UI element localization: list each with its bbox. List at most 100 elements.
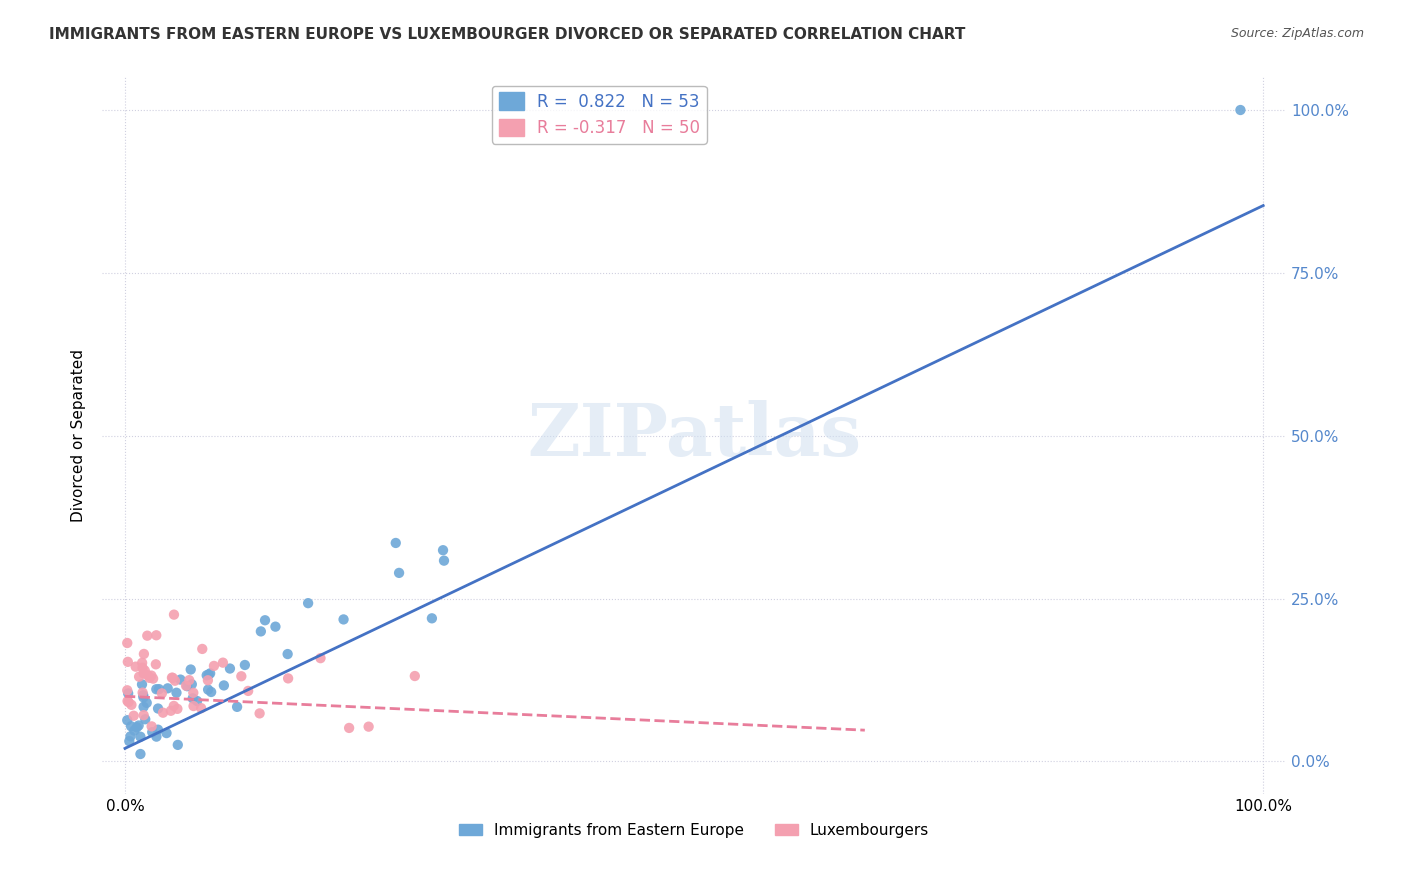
Point (146, 701, 169, 715)
Point (145, 657, 167, 672)
Point (226, 699, 249, 714)
Point (141, 725, 163, 739)
Point (132, 688, 155, 702)
Point (181, 686, 204, 700)
Point (136, 629, 159, 643)
Point (125, 720, 148, 734)
Point (138, 671, 160, 685)
Point (132, 699, 155, 714)
Point (148, 682, 170, 697)
Point (190, 701, 212, 715)
Point (122, 708, 145, 723)
Point (120, 730, 142, 744)
Point (129, 747, 152, 761)
Point (183, 699, 205, 714)
Point (129, 730, 152, 744)
Point (134, 664, 156, 678)
Point (156, 681, 179, 696)
Point (117, 694, 139, 708)
Point (197, 673, 219, 688)
Point (141, 668, 163, 682)
Point (236, 684, 259, 698)
Point (117, 713, 139, 727)
Point (231, 669, 253, 683)
Point (191, 642, 214, 657)
Point (249, 706, 271, 721)
Y-axis label: Divorced or Separated: Divorced or Separated (72, 350, 86, 522)
Point (131, 685, 153, 699)
Point (136, 668, 159, 682)
Point (212, 656, 235, 670)
Point (150, 686, 173, 700)
Text: Source: ZipAtlas.com: Source: ZipAtlas.com (1230, 27, 1364, 40)
Point (132, 708, 155, 723)
Point (145, 682, 167, 697)
Point (180, 663, 202, 677)
Point (163, 607, 186, 622)
Point (141, 719, 163, 733)
Point (142, 672, 165, 686)
Point (117, 686, 139, 700)
Point (117, 655, 139, 669)
Point (120, 719, 142, 733)
Point (277, 647, 299, 661)
Point (202, 659, 225, 673)
Point (357, 720, 380, 734)
Point (163, 698, 186, 713)
Point (131, 656, 153, 670)
Point (124, 659, 146, 673)
Point (200, 685, 222, 699)
Point (433, 554, 456, 568)
Point (186, 694, 208, 708)
Point (163, 673, 186, 688)
Point (166, 702, 188, 716)
Point (132, 647, 155, 661)
Point (174, 679, 197, 693)
Point (420, 611, 443, 625)
Point (332, 612, 354, 626)
Point (250, 624, 273, 639)
Point (132, 666, 155, 681)
Point (1229, 103, 1251, 117)
Point (195, 668, 218, 682)
Point (388, 566, 411, 580)
Point (179, 673, 201, 688)
Point (128, 718, 150, 732)
Point (146, 723, 169, 737)
Legend: Immigrants from Eastern Europe, Luxembourgers: Immigrants from Eastern Europe, Luxembou… (453, 816, 935, 844)
Point (145, 730, 167, 744)
Text: IMMIGRANTS FROM EASTERN EUROPE VS LUXEMBOURGER DIVORCED OR SEPARATED CORRELATION: IMMIGRANTS FROM EASTERN EUROPE VS LUXEMB… (49, 27, 966, 42)
Point (253, 613, 276, 627)
Point (233, 657, 256, 672)
Point (219, 661, 242, 675)
Point (120, 698, 142, 712)
Point (166, 738, 188, 752)
Point (131, 661, 153, 675)
Point (162, 671, 184, 685)
Text: ZIPatlas: ZIPatlas (527, 401, 860, 471)
Point (176, 679, 198, 693)
Point (135, 696, 157, 710)
Point (212, 678, 235, 692)
Point (198, 666, 221, 681)
Point (166, 686, 188, 700)
Point (432, 543, 454, 558)
Point (180, 677, 202, 691)
Point (309, 651, 332, 665)
Point (124, 723, 146, 738)
Point (169, 673, 191, 687)
Point (132, 690, 155, 705)
Point (197, 667, 219, 681)
Point (117, 636, 139, 650)
Point (128, 670, 150, 684)
Point (297, 596, 319, 610)
Point (160, 671, 183, 685)
Point (152, 706, 174, 720)
Point (117, 683, 139, 698)
Point (384, 536, 406, 550)
Point (155, 726, 177, 740)
Point (118, 734, 141, 748)
Point (264, 620, 287, 634)
Point (337, 721, 360, 735)
Point (160, 704, 183, 718)
